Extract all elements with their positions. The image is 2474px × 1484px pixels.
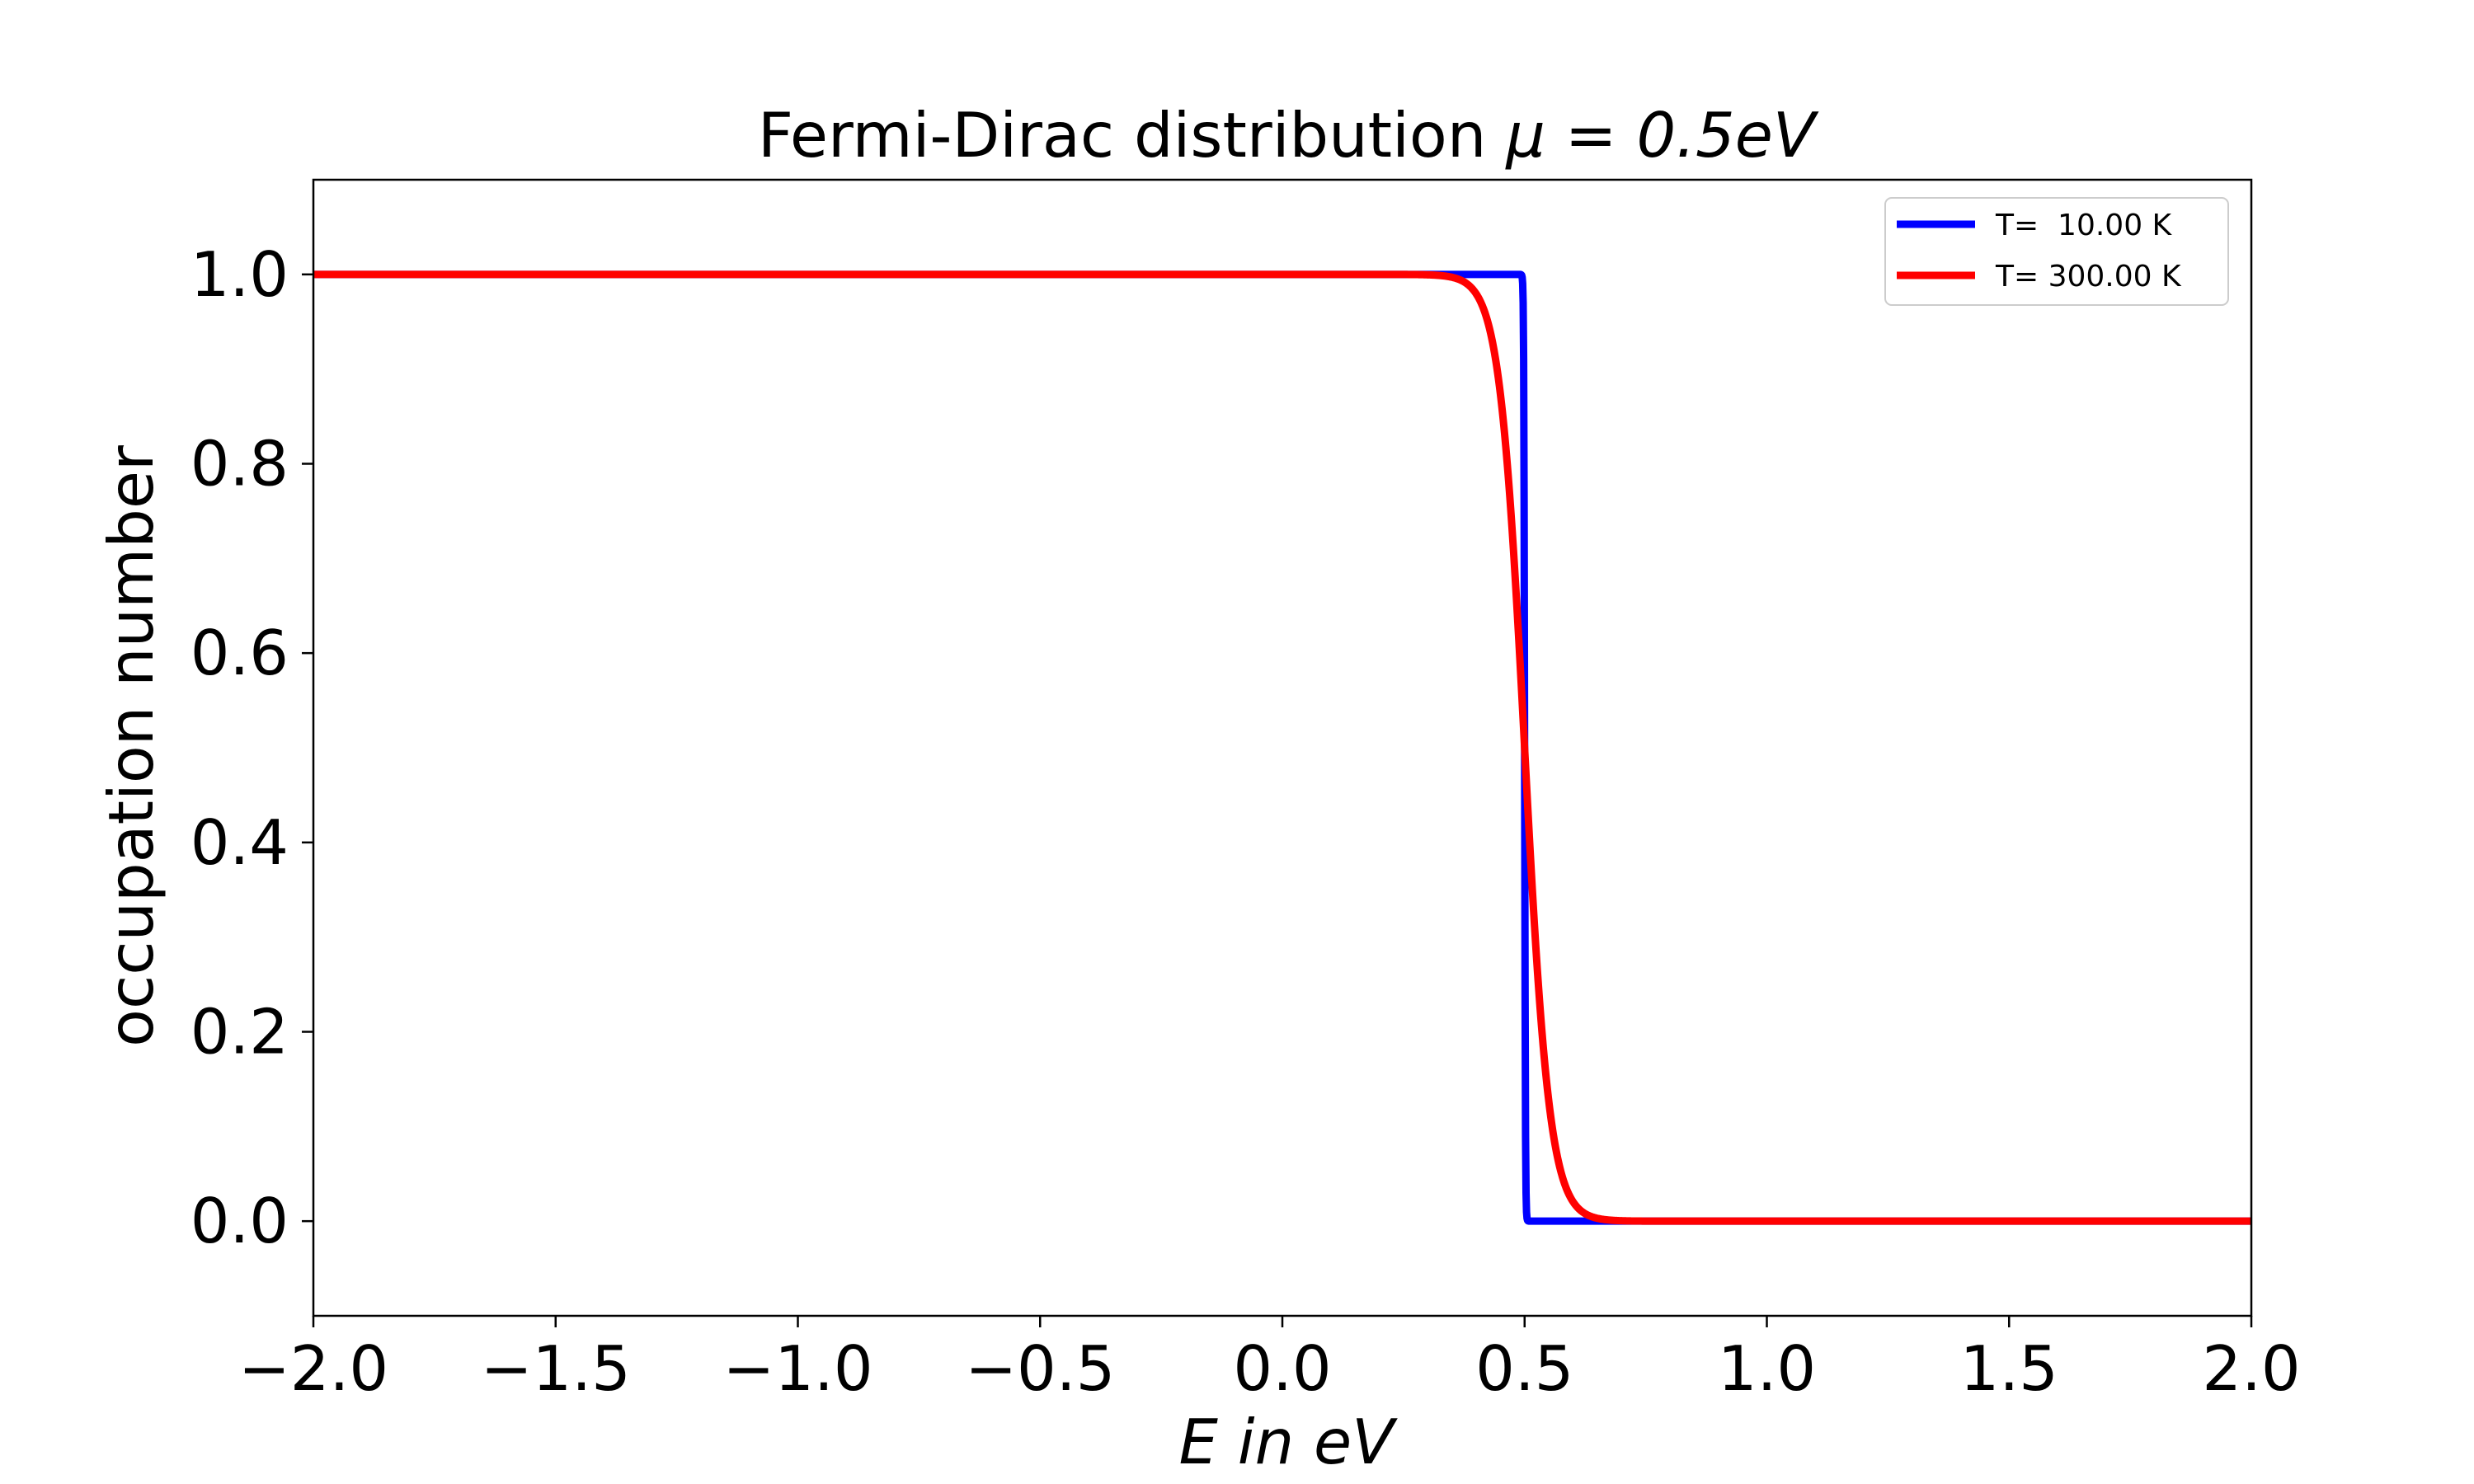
x-tick-label: 1.5: [1960, 1332, 2058, 1405]
x-tick-label: 0.5: [1475, 1332, 1573, 1405]
y-tick-label: 0.8: [190, 428, 289, 500]
y-tick-label: 0.2: [190, 996, 289, 1068]
x-tick-label: −0.5: [965, 1332, 1115, 1405]
legend-label: T= 10.00 K: [1995, 209, 2173, 242]
y-tick-label: 0.6: [190, 617, 289, 689]
y-axis: 0.0 0.2 0.4 0.6 0.8 1.0: [190, 238, 313, 1257]
x-tick-label: −1.5: [481, 1332, 631, 1405]
series-line-300k: [313, 270, 2251, 1225]
plot-area: [312, 178, 2253, 1317]
x-tick-label: 0.0: [1233, 1332, 1331, 1405]
series-line-10k: [313, 270, 2251, 1225]
x-tick-label: 2.0: [2202, 1332, 2300, 1405]
legend: T= 10.00 K T= 300.00 K: [1884, 197, 2229, 306]
x-tick-label: −1.0: [722, 1332, 872, 1405]
x-axis-label: E in eV: [1179, 1406, 1399, 1478]
y-tick-label: 1.0: [190, 238, 289, 311]
chart-title: Fermi-Dirac distribution μ = 0.5eV: [758, 99, 1819, 171]
plot-frame: [312, 178, 2253, 1317]
x-tick-label: 1.0: [1718, 1332, 1816, 1405]
y-tick-label: 0.0: [190, 1185, 289, 1257]
x-tick-label: −2.0: [238, 1332, 388, 1405]
legend-label: T= 300.00 K: [1995, 260, 2182, 294]
x-axis: −2.0 −1.5 −1.0 −0.5 0.0 0.5 1.0 1.5 2.0: [238, 1316, 2301, 1405]
y-axis-label: occupation number: [95, 445, 167, 1047]
y-tick-label: 0.4: [190, 806, 289, 879]
